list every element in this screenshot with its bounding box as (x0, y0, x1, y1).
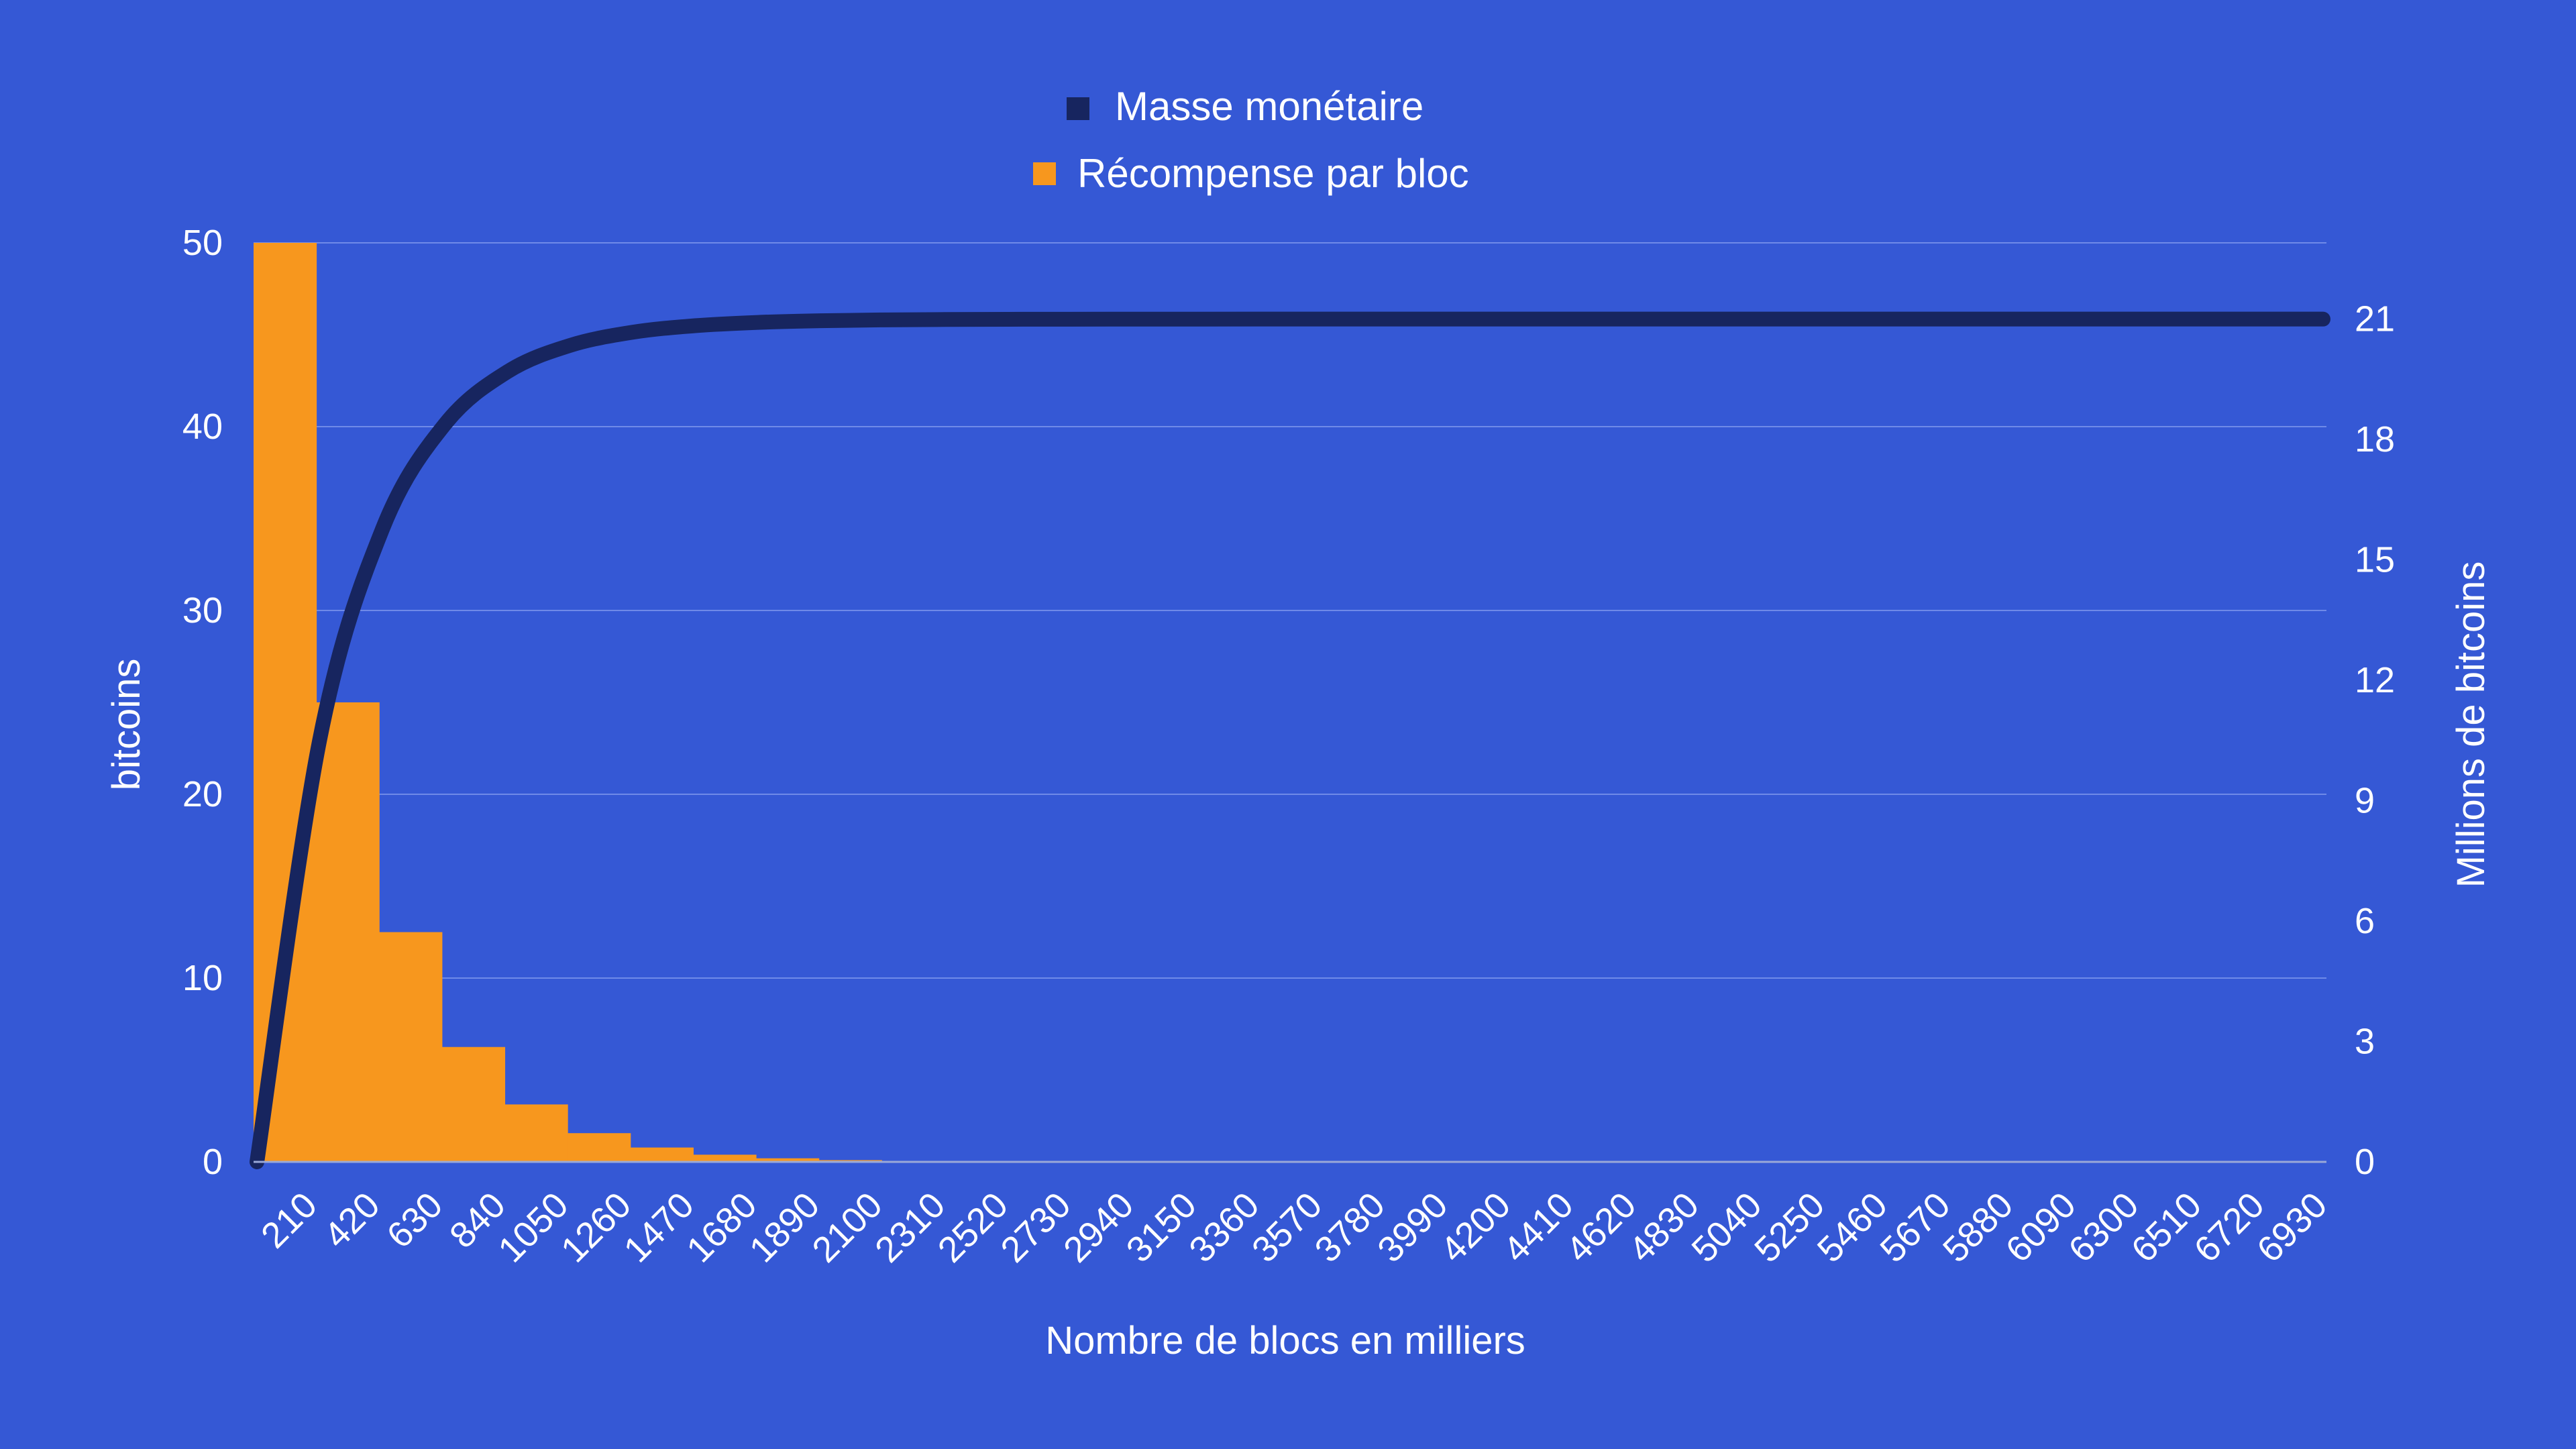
legend-label-block-reward: Récompense par bloc (1077, 151, 1469, 196)
x-tick-label: 210 (254, 1185, 325, 1256)
x-tick-label: 5670 (1872, 1185, 1957, 1270)
x-tick-label: 6510 (2124, 1185, 2209, 1270)
x-tick-label: 4830 (1621, 1185, 1707, 1270)
bar-210 (254, 243, 317, 1162)
bar-1680 (693, 1155, 757, 1162)
y-left-tick-label: 20 (182, 774, 223, 814)
x-tick-label: 6090 (1998, 1185, 2084, 1270)
x-tick-label: 4620 (1558, 1185, 1644, 1270)
x-tick-label: 1050 (490, 1185, 576, 1270)
bar-1050 (504, 1104, 568, 1162)
x-tick-label: 4200 (1433, 1185, 1518, 1270)
legend-label-money-supply: Masse monétaire (1115, 84, 1424, 129)
y-left-tick-label: 0 (203, 1142, 223, 1182)
x-tick-label: 4410 (1495, 1185, 1580, 1270)
y-right-tick-label: 15 (2355, 540, 2395, 580)
legend: Masse monétaire Récompense par bloc (1033, 84, 1469, 196)
x-tick-label: 630 (379, 1185, 450, 1256)
line-series-money-supply (250, 311, 2330, 1169)
y-right-tick-label: 6 (2355, 901, 2375, 941)
x-tick-label: 6720 (2186, 1185, 2271, 1270)
x-tick-label: 2730 (993, 1185, 1078, 1270)
x-tick-label: 2520 (930, 1185, 1016, 1270)
x-tick-label: 420 (317, 1185, 388, 1256)
legend-swatch-money-supply (1067, 97, 1089, 120)
x-tick-label: 1470 (616, 1185, 702, 1270)
bar-630 (379, 932, 443, 1162)
y-left-tick-label: 10 (182, 958, 223, 998)
y-axis-left-title: bitcoins (105, 659, 148, 791)
x-tick-label: 2940 (1056, 1185, 1141, 1270)
x-tick-label: 3360 (1181, 1185, 1267, 1270)
y-left-tick-label: 50 (182, 223, 223, 263)
y-left-tick-label: 30 (182, 590, 223, 631)
x-tick-label: 6300 (2061, 1185, 2146, 1270)
legend-swatch-block-reward (1033, 162, 1056, 185)
x-tick-label: 2100 (804, 1185, 890, 1270)
x-tick-label: 5250 (1747, 1185, 1832, 1270)
y-right-tick-label: 9 (2355, 781, 2375, 821)
grid-lines (254, 242, 2326, 979)
y-right-tick-label: 12 (2355, 660, 2395, 700)
y-axis-right-title: Millions de bitcoins (2449, 561, 2493, 888)
x-tick-label: 1680 (679, 1185, 764, 1270)
bar-series-reward (254, 243, 1825, 1162)
x-tick-label: 1890 (742, 1185, 827, 1270)
y-right-tick-label: 18 (2355, 419, 2395, 460)
x-tick-label: 3780 (1307, 1185, 1393, 1270)
bar-420 (316, 702, 380, 1162)
x-tick-label: 5460 (1810, 1185, 1895, 1270)
bar-1470 (630, 1147, 694, 1162)
y-left-tick-label: 40 (182, 407, 223, 447)
bar-1890 (756, 1158, 820, 1162)
bar-1260 (568, 1133, 631, 1162)
x-tick-label: 3990 (1370, 1185, 1455, 1270)
x-tick-label: 2310 (867, 1185, 953, 1270)
bar-840 (441, 1046, 506, 1162)
x-tick-label: 6930 (2249, 1185, 2334, 1270)
y-right-tick-label: 21 (2355, 299, 2395, 339)
x-tick-label: 1260 (553, 1185, 639, 1270)
x-tick-label: 5040 (1684, 1185, 1769, 1270)
x-tick-label: 3150 (1119, 1185, 1204, 1270)
y-right-tick-label: 0 (2355, 1142, 2375, 1182)
x-tick-label: 3570 (1244, 1185, 1330, 1270)
x-tick-label: 5880 (1935, 1185, 2021, 1270)
y-right-tick-label: 3 (2355, 1022, 2375, 1062)
money-supply-line (250, 311, 2330, 1169)
x-axis-title: Nombre de blocs en milliers (1045, 1319, 1525, 1362)
